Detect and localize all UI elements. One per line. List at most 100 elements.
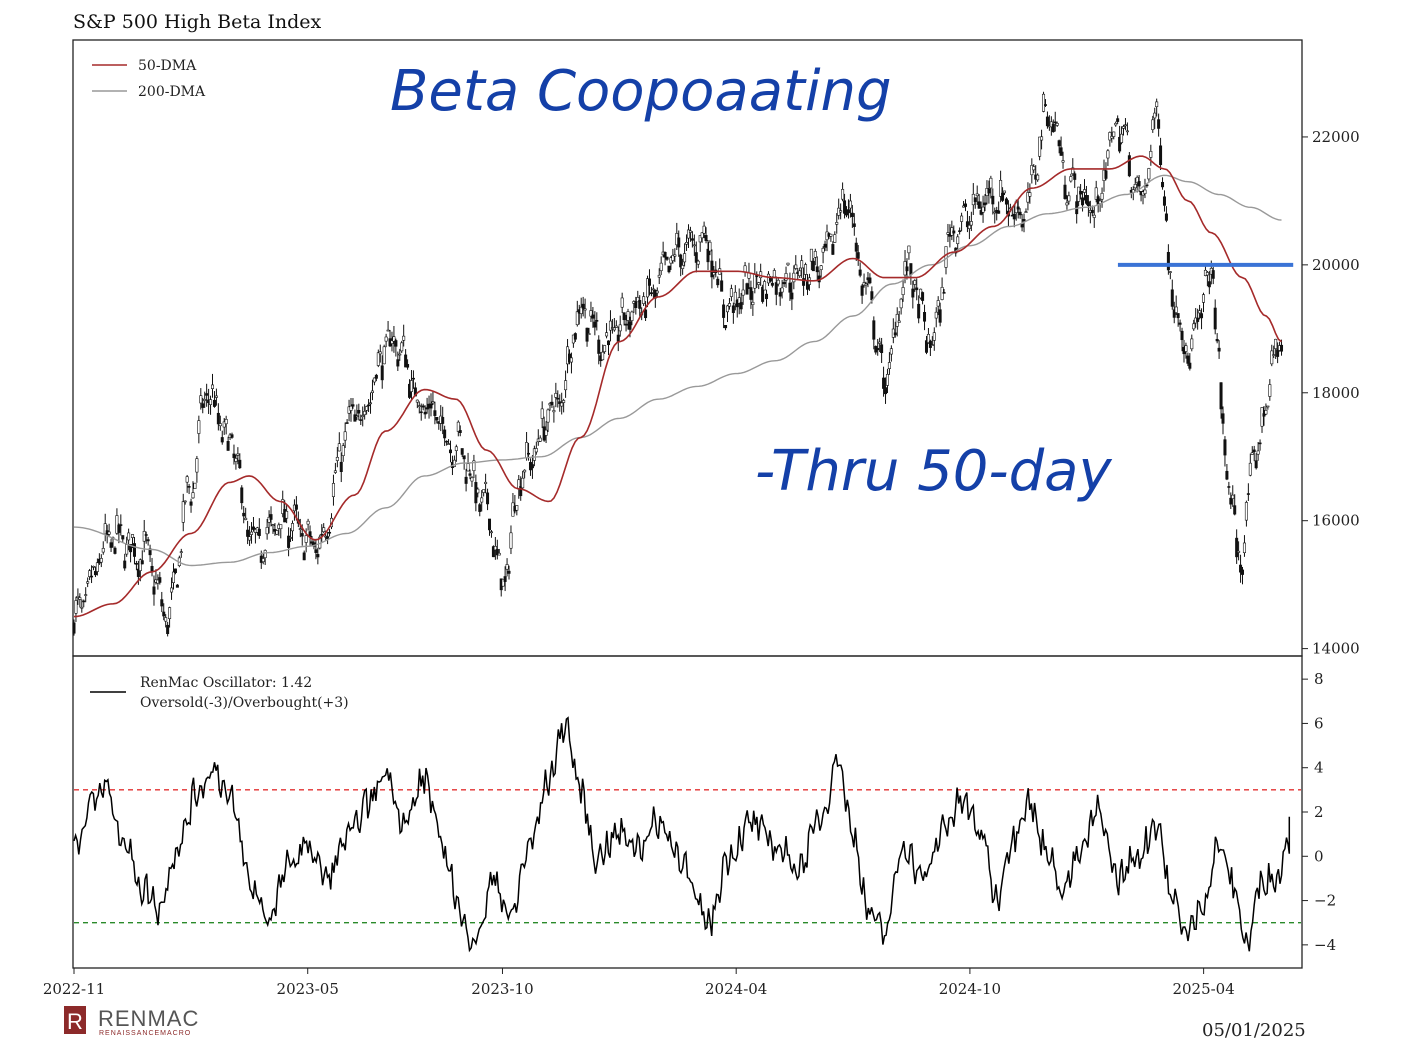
- price-bar-body: [882, 377, 886, 389]
- price-bar-body: [597, 339, 601, 354]
- price-bar-body: [1118, 136, 1122, 152]
- price-bar-body: [493, 546, 497, 551]
- price-bar-body: [1063, 184, 1067, 199]
- price-bar-body: [628, 321, 632, 330]
- price-bar-body: [211, 384, 215, 389]
- price-bar-body: [1094, 187, 1098, 200]
- price-bar-body: [445, 440, 449, 443]
- price-bar-body: [248, 536, 252, 541]
- price-bar-body: [443, 429, 447, 439]
- price-bar-body: [468, 473, 472, 476]
- price-bar-body: [1176, 313, 1180, 319]
- osc-y-tick-label: 2: [1314, 803, 1324, 821]
- price-bar-body: [370, 390, 374, 394]
- price-bar-body: [345, 422, 349, 424]
- price-bar-body: [250, 531, 254, 535]
- price-bar-body: [1110, 136, 1114, 139]
- price-bar-body: [359, 419, 363, 421]
- osc-y-tick-label: 0: [1314, 847, 1324, 865]
- price-bar-body: [72, 622, 76, 634]
- price-bar-body: [591, 314, 595, 319]
- price-bar-body: [893, 332, 897, 336]
- price-bar-body: [743, 265, 747, 273]
- price-bar-body: [86, 581, 90, 584]
- price-bar-body: [1071, 167, 1075, 174]
- price-bar-body: [1225, 470, 1229, 480]
- price-panel: [72, 39, 1303, 657]
- price-bar-body: [774, 282, 778, 295]
- price-bar-body: [579, 306, 583, 314]
- price-bar-body: [1172, 309, 1176, 318]
- price-bar-body: [1184, 345, 1188, 352]
- price-bar-body: [226, 441, 230, 451]
- price-bar-body: [710, 260, 714, 278]
- price-bar-body: [960, 215, 964, 222]
- price-bar-body: [281, 499, 285, 514]
- price-bar-body: [965, 221, 969, 228]
- price-bar-body: [659, 262, 663, 272]
- price-bar-body: [203, 398, 207, 401]
- price-bar-body: [425, 407, 429, 410]
- price-bar-body: [1003, 190, 1007, 194]
- price-bar-body: [901, 287, 905, 295]
- price-bar-body: [636, 297, 640, 303]
- price-bar-body: [546, 409, 550, 423]
- price-bar-body: [921, 292, 925, 301]
- price-bar-body: [1149, 151, 1153, 158]
- price-bar-body: [1272, 354, 1276, 356]
- price-bar-body: [1198, 310, 1202, 314]
- price-bar-body: [872, 320, 876, 340]
- price-bar-body: [776, 279, 780, 285]
- price-bar-body: [997, 210, 1001, 214]
- annotation-thru-50-day: -Thru 50-day: [755, 439, 1112, 504]
- price-bar-body: [470, 477, 474, 482]
- price-bar-body: [171, 571, 175, 583]
- price-bar-body: [665, 256, 669, 260]
- price-bar-body: [435, 416, 439, 421]
- price-bar-body: [663, 251, 667, 258]
- x-axis: 2022-11 2023-05 2023-10 2024-04 2024-10 2025-…: [43, 968, 1235, 998]
- price-bar-body: [846, 209, 850, 214]
- price-bar-body: [749, 287, 753, 300]
- price-bar-body: [441, 417, 445, 424]
- price-bar-body: [384, 336, 388, 342]
- price-bar-body: [160, 599, 164, 607]
- price-bar-body: [647, 278, 651, 286]
- price-bar-body: [870, 291, 874, 301]
- price-bar-body: [119, 524, 123, 526]
- legend-label-50dma: 50-DMA: [138, 58, 197, 74]
- price-bar-body: [1092, 214, 1096, 218]
- price-bar-body: [622, 312, 626, 321]
- price-bar-body: [234, 458, 238, 462]
- price-bar-body: [616, 334, 620, 342]
- price-y-tick-label: 22000: [1312, 128, 1360, 146]
- price-bar-body: [1051, 124, 1055, 133]
- price-series: [72, 91, 1284, 637]
- price-bar-body: [1018, 211, 1022, 216]
- price-bar-body: [501, 578, 505, 587]
- price-bar-body: [158, 577, 162, 583]
- price-bar-body: [1217, 347, 1221, 352]
- price-bar-body: [328, 531, 332, 534]
- price-bar-body: [1200, 313, 1204, 319]
- price-bar-body: [544, 429, 548, 436]
- price-bar-body: [614, 325, 618, 328]
- price-bar-body: [152, 586, 156, 595]
- price-bar-body: [220, 437, 224, 443]
- price-bar-body: [671, 255, 675, 261]
- price-bar-body: [854, 242, 858, 252]
- price-bar-body: [138, 559, 142, 571]
- price-bar-body: [74, 600, 78, 614]
- price-bar-body: [1178, 322, 1182, 325]
- price-bar-body: [205, 393, 209, 396]
- price-bar-body: [956, 236, 960, 244]
- price-bar-body: [1065, 202, 1069, 206]
- price-bar-body: [378, 351, 382, 355]
- price-bar-body: [685, 242, 689, 245]
- price-bar-body: [1162, 196, 1166, 206]
- price-bar-body: [802, 278, 806, 286]
- price-bar-body: [454, 446, 458, 451]
- price-bar-body: [1016, 206, 1020, 210]
- price-bar-body: [587, 333, 591, 335]
- price-bar-body: [142, 531, 146, 542]
